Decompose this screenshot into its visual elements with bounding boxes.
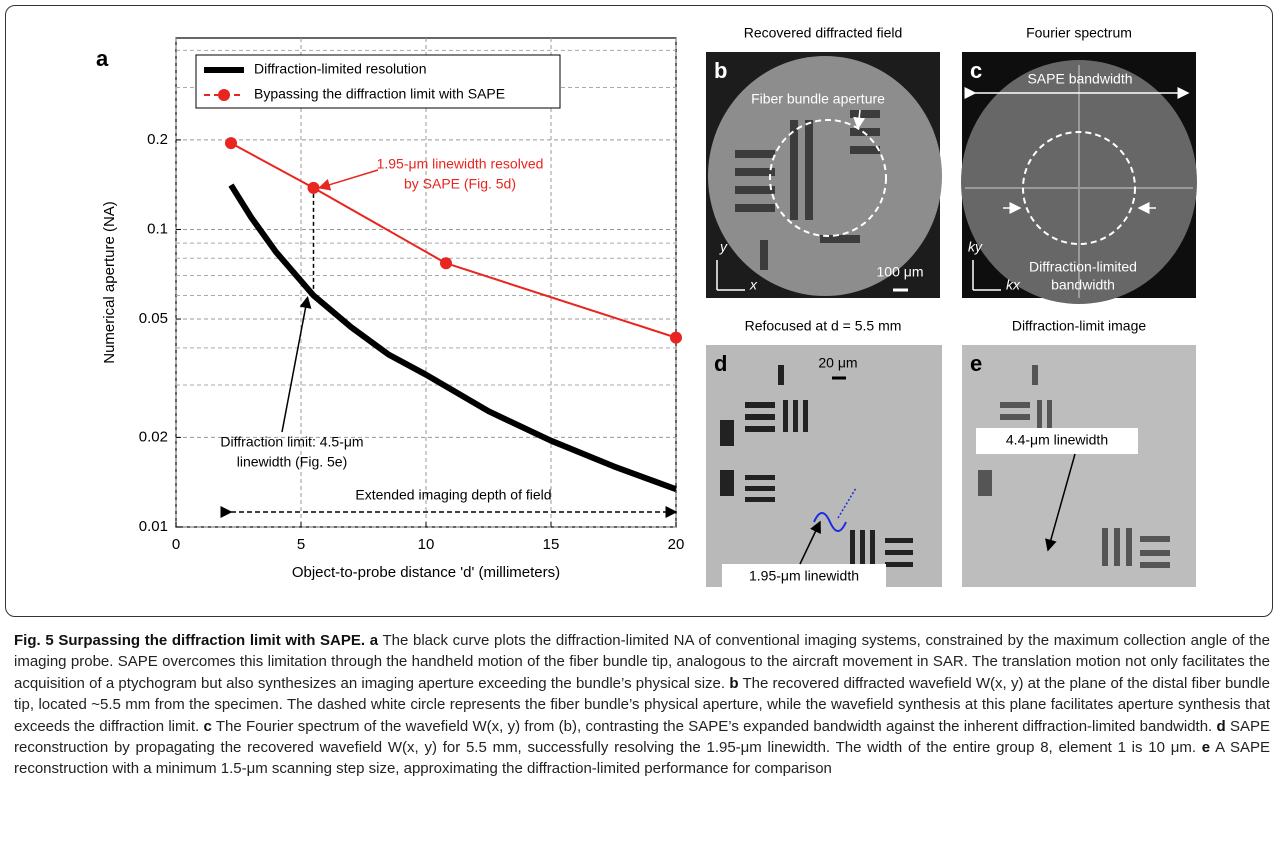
y-tick-label: 0.2: [147, 131, 168, 148]
panel-note: 4.4-μm linewidth: [1006, 432, 1108, 448]
y-tick-label: 0.02: [139, 428, 168, 445]
y-tick-label: 0.01: [139, 518, 168, 535]
scale-label: 20 μm: [818, 355, 857, 371]
panel-note: 1.95-μm linewidth: [749, 568, 859, 584]
series-line: [231, 143, 676, 337]
panel-title: Refocused at d = 5.5 mm: [745, 318, 902, 334]
panel-label: a: [96, 46, 109, 71]
annotation: Diffraction limit: 4.5-μm: [220, 434, 363, 450]
x-tick-label: 0: [172, 536, 180, 553]
x-axis-title: Object-to-probe distance 'd' (millimeter…: [292, 564, 560, 581]
legend-marker: [218, 89, 230, 101]
annotation: Extended imaging depth of field: [355, 487, 551, 503]
caption-text: The Fourier spectrum of the wavefield W(…: [216, 718, 1212, 735]
x-tick-label: 15: [543, 536, 560, 553]
panel-note: Fiber bundle aperture: [751, 91, 885, 107]
panel-note: Diffraction-limited: [1029, 259, 1137, 275]
caption-label: b: [729, 675, 738, 692]
caption-label: e: [1202, 739, 1210, 756]
point: [225, 137, 237, 149]
x-tick-label: 10: [418, 536, 435, 553]
point: [670, 332, 682, 344]
panel-note: SAPE bandwidth: [1027, 71, 1132, 87]
annotation-arrow: [282, 297, 308, 432]
x-tick-label: 20: [668, 536, 685, 553]
axis-name: kx: [1006, 277, 1021, 293]
annotation: 1.95-μm linewidth resolved: [377, 156, 544, 172]
panel-title: Recovered diffracted field: [744, 25, 903, 41]
axis-name: y: [719, 239, 728, 255]
y-axis-title: Numerical aperture (NA): [101, 201, 118, 364]
panel-title: Fourier spectrum: [1026, 25, 1132, 41]
axis-name: x: [749, 277, 758, 293]
axis-name: ky: [968, 239, 983, 255]
caption: Fig. 5 Surpassing the diffraction limit …: [14, 630, 1270, 780]
annotation-arrow: [320, 170, 379, 188]
legend-label: Bypassing the diffraction limit with SAP…: [254, 86, 505, 102]
caption-label: a: [370, 632, 378, 649]
panel-label: b: [714, 58, 727, 83]
y-tick-label: 0.1: [147, 220, 168, 237]
panel-label: e: [970, 351, 982, 376]
point: [308, 182, 320, 194]
panel-label: c: [970, 58, 982, 83]
annotation: by SAPE (Fig. 5d): [404, 176, 516, 192]
panel-title: Diffraction-limit image: [1012, 318, 1147, 334]
page: {"chart_data": {"type": "line", "panel_l…: [0, 0, 1282, 852]
point: [440, 257, 452, 269]
caption-label: d: [1217, 718, 1226, 735]
panel-note: bandwidth: [1051, 277, 1115, 293]
y-tick-label: 0.05: [139, 310, 168, 327]
caption-label: c: [203, 718, 211, 735]
legend-label: Diffraction-limited resolution: [254, 61, 426, 77]
figure: Recovered diffracted field b Fiber bundl…: [0, 0, 1282, 625]
x-tick-label: 5: [297, 536, 305, 553]
panel-label: d: [714, 351, 727, 376]
annotation: linewidth (Fig. 5e): [237, 454, 348, 470]
caption-title: Fig. 5 Surpassing the diffraction limit …: [14, 632, 365, 649]
scale-label: 100 μm: [877, 264, 924, 280]
